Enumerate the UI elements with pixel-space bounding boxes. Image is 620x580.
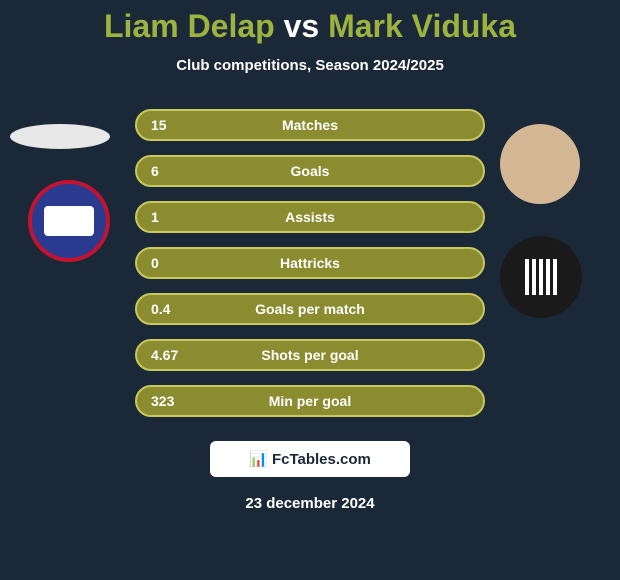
stat-value: 323 bbox=[151, 393, 174, 409]
stat-row: 0.4 Goals per match bbox=[135, 293, 485, 325]
badge-inner-icon bbox=[44, 206, 94, 236]
comparison-title: Liam Delap vs Mark Viduka bbox=[0, 0, 620, 45]
player1-avatar bbox=[10, 124, 110, 149]
player2-club-badge bbox=[500, 236, 582, 318]
stat-row: 15 Matches bbox=[135, 109, 485, 141]
stat-label: Shots per goal bbox=[137, 347, 483, 363]
stat-label: Assists bbox=[137, 209, 483, 225]
stat-row: 4.67 Shots per goal bbox=[135, 339, 485, 371]
stat-row: 1 Assists bbox=[135, 201, 485, 233]
player2-name: Mark Viduka bbox=[328, 8, 516, 44]
footer-date: 23 december 2024 bbox=[0, 495, 620, 512]
stat-value: 4.67 bbox=[151, 347, 178, 363]
footer-logo: 📊 FcTables.com bbox=[210, 441, 410, 477]
stat-row: 6 Goals bbox=[135, 155, 485, 187]
stat-label: Min per goal bbox=[137, 393, 483, 409]
stat-row: 0 Hattricks bbox=[135, 247, 485, 279]
player1-club-badge bbox=[28, 180, 110, 262]
stat-label: Goals per match bbox=[137, 301, 483, 317]
stat-row: 323 Min per goal bbox=[135, 385, 485, 417]
stat-label: Hattricks bbox=[137, 255, 483, 271]
stat-label: Goals bbox=[137, 163, 483, 179]
subtitle: Club competitions, Season 2024/2025 bbox=[0, 57, 620, 74]
vs-text: vs bbox=[284, 8, 320, 44]
stat-value: 15 bbox=[151, 117, 167, 133]
player2-avatar bbox=[500, 124, 580, 204]
stat-value: 0.4 bbox=[151, 301, 170, 317]
stat-label: Matches bbox=[137, 117, 483, 133]
stat-value: 6 bbox=[151, 163, 159, 179]
stat-value: 1 bbox=[151, 209, 159, 225]
badge-stripes-icon bbox=[525, 259, 557, 295]
player1-name: Liam Delap bbox=[104, 8, 275, 44]
stat-value: 0 bbox=[151, 255, 159, 271]
logo-text: 📊 FcTables.com bbox=[249, 450, 371, 468]
